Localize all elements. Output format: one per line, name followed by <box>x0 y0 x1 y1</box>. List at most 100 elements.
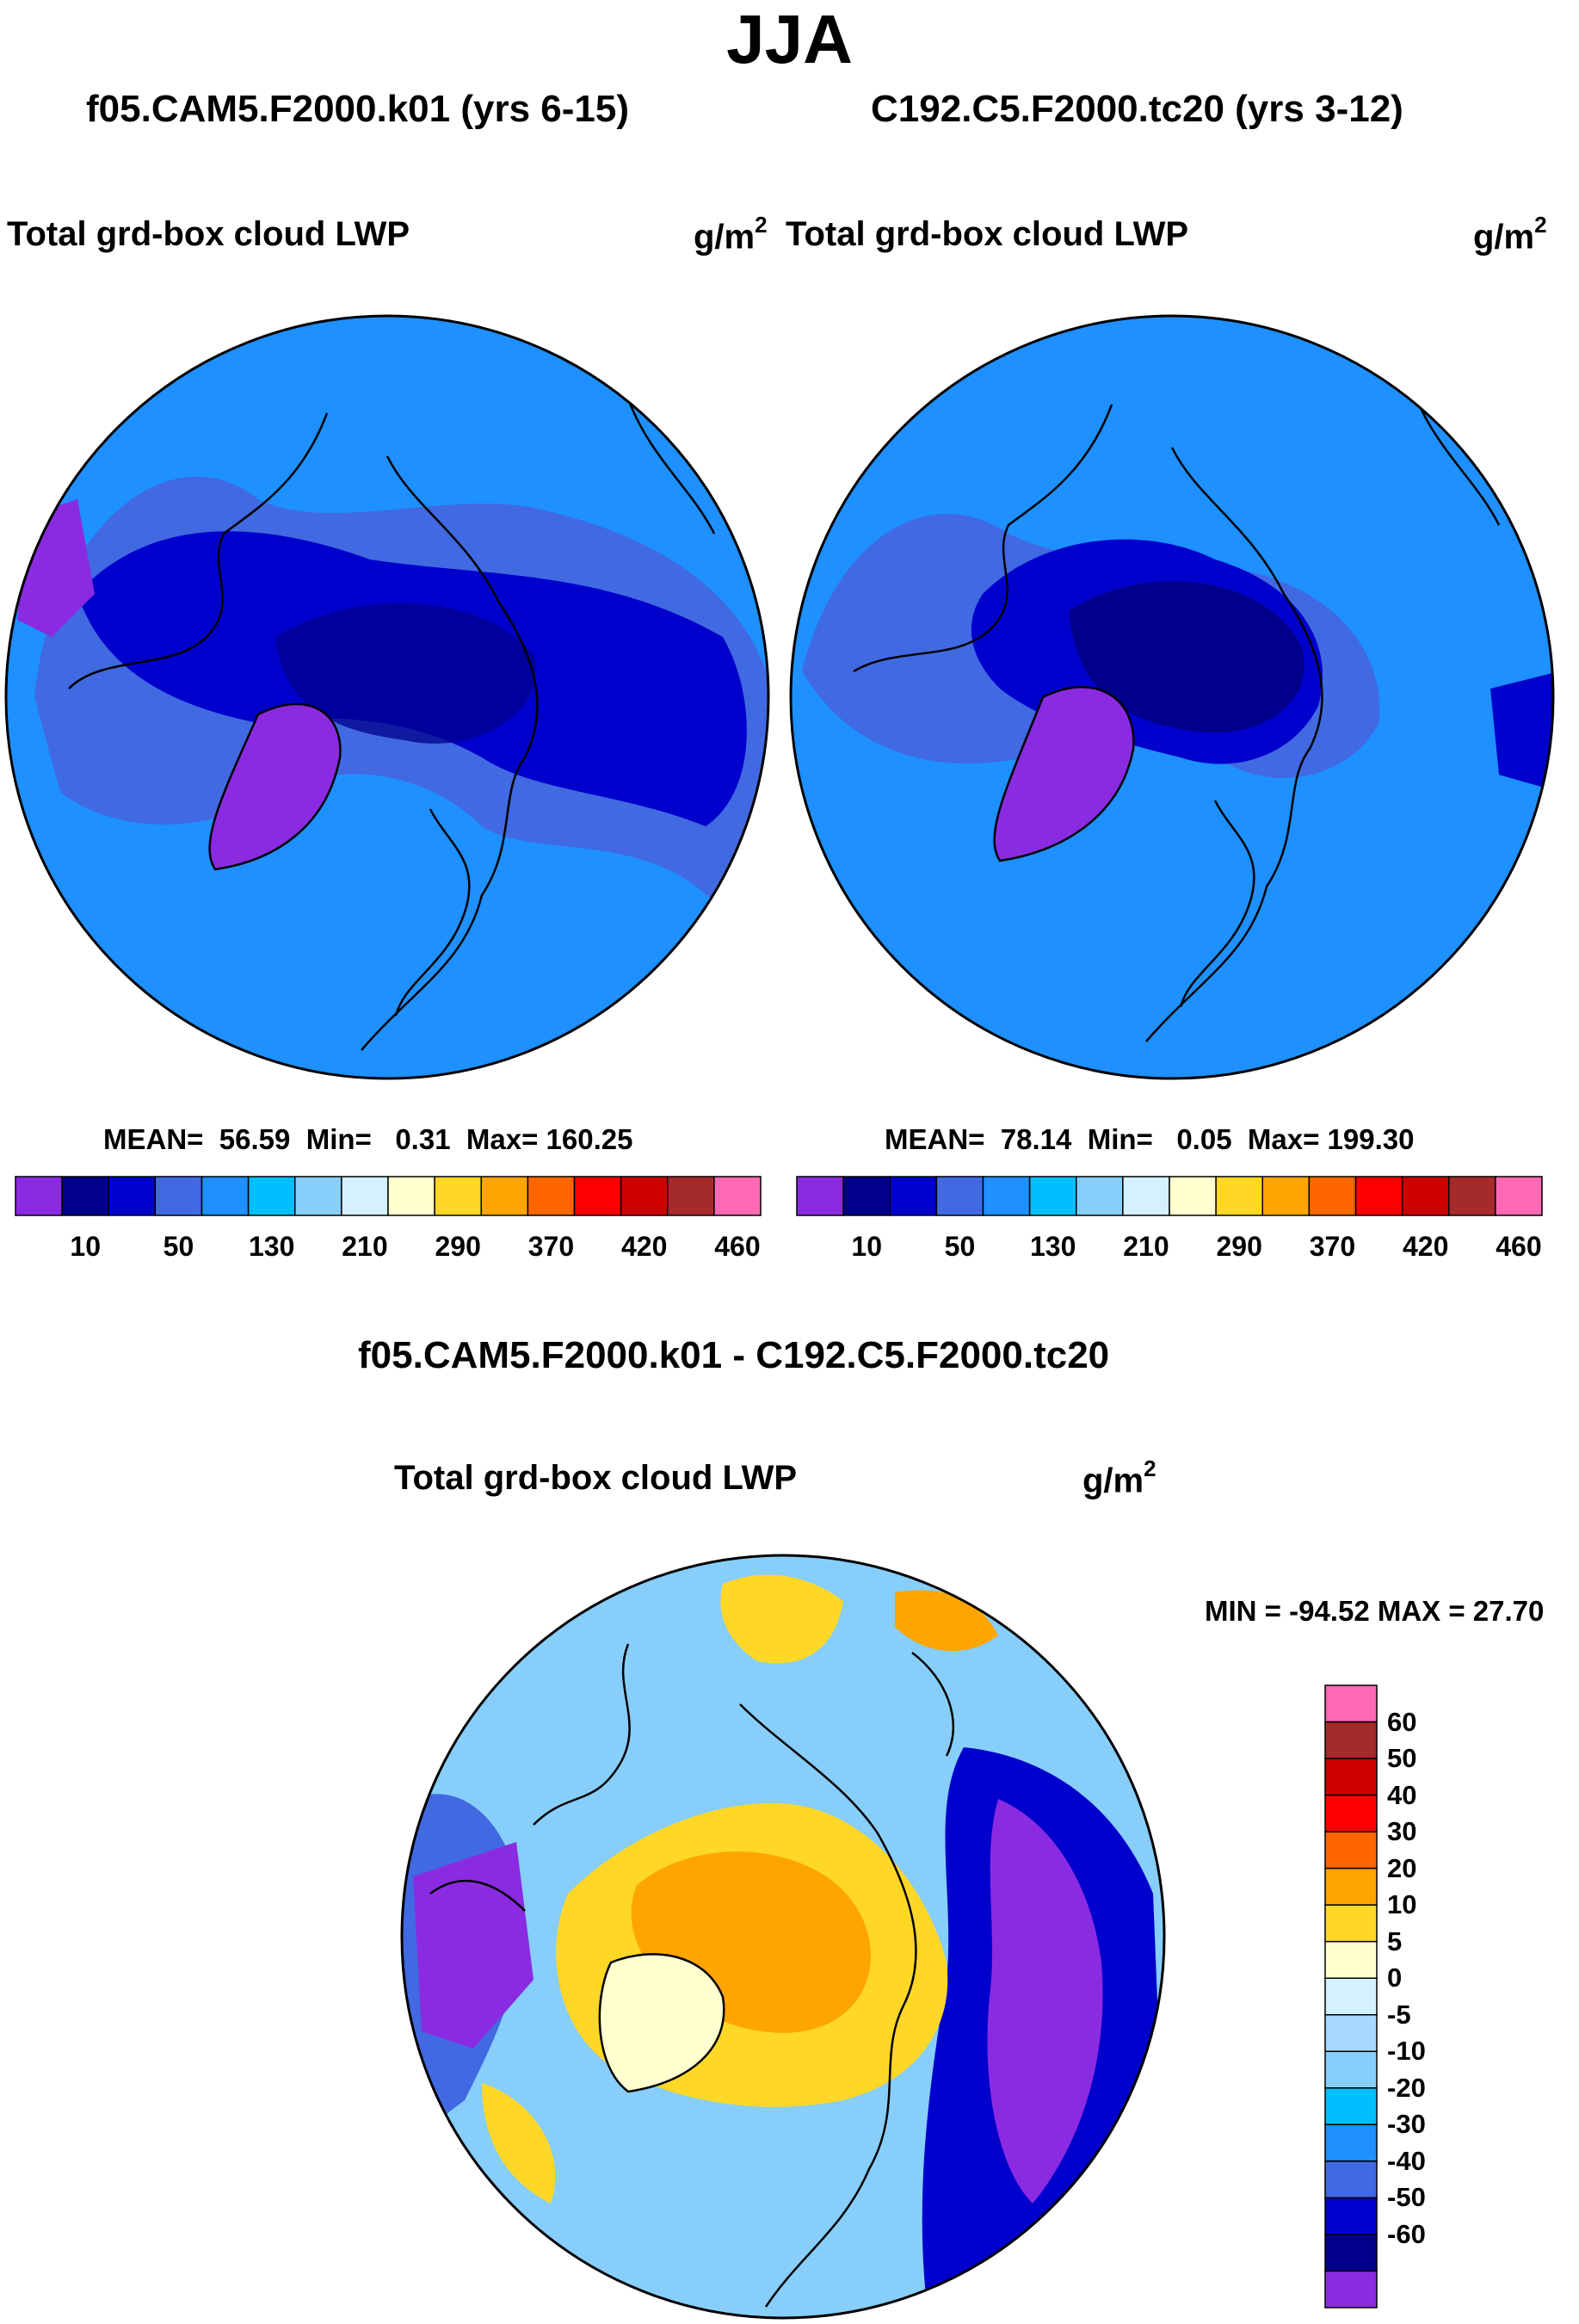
panel2-colorbar-box-7 <box>1122 1176 1170 1216</box>
panel1-field-greenland <box>209 704 341 869</box>
panel1-colorbar-box-1 <box>61 1176 109 1216</box>
panel1-max: 160.25 <box>546 1123 633 1155</box>
panel1-field-core <box>275 603 537 744</box>
panel1-colorbar-tick-label: 10 <box>70 1231 101 1262</box>
panel2-polar-map <box>789 314 1555 1080</box>
panel2-colorbar-box-15 <box>1495 1176 1543 1216</box>
panel3-polar-map <box>400 1554 1166 2320</box>
panel1-colorbar-box-2 <box>108 1176 157 1216</box>
panel2-colorbar-box-10 <box>1261 1176 1311 1216</box>
panel2-colorbar-box-4 <box>982 1176 1031 1216</box>
panel1-colorbar-box-5 <box>247 1176 296 1216</box>
panel2-field-core <box>1069 581 1305 733</box>
panel1-colorbar-box-11 <box>527 1176 576 1216</box>
panel1-mean: 56.59 <box>219 1123 291 1155</box>
panel2-colorbar-tick-label: 130 <box>1029 1231 1076 1262</box>
panel3-coastlines <box>429 1643 954 2308</box>
panel3-colorbar-box-16 <box>1324 2270 1378 2309</box>
panel3-colorbar-tick-label: -40 <box>1387 2145 1426 2176</box>
panel1-units: g/m2 <box>694 212 768 257</box>
page-title: JJA <box>726 1 853 77</box>
panel2-min: 0.05 <box>1176 1123 1232 1155</box>
panel1-colorbar-tick-label: 130 <box>248 1231 295 1262</box>
panel2-colorbar-box-11 <box>1308 1176 1357 1216</box>
panel1-colorbar-box-9 <box>434 1176 482 1216</box>
panel2-colorbar-box-1 <box>842 1176 891 1216</box>
panel3-colorbar-tick-label: 40 <box>1387 1779 1417 1810</box>
panel1-colorbar-tick-label: 210 <box>342 1231 388 1262</box>
panel1-colorbar-box-10 <box>480 1176 529 1216</box>
panel2-colorbar-ticks: 10 50 130 210 290 370 420 460 <box>797 1231 1542 1265</box>
panel3-colorbar-box-13 <box>1324 2160 1378 2199</box>
panel2-mean: 78.14 <box>1000 1123 1072 1155</box>
panel3-colorbar-box-9 <box>1324 2014 1378 2053</box>
panel3-field-east-purple <box>987 1799 1103 2203</box>
panel2-max: 199.30 <box>1327 1123 1415 1155</box>
panel1-variable-title: Total grd-box cloud LWP <box>7 215 410 253</box>
panel3-colorbar-tick-label: 60 <box>1387 1706 1417 1737</box>
panel2-colorbar-box-2 <box>889 1176 938 1216</box>
panel1-colorbar-box-6 <box>294 1176 342 1216</box>
panel2-colorbar-tick-label: 10 <box>851 1231 882 1262</box>
panel3-colorbar-tick-label: 10 <box>1387 1889 1417 1920</box>
panel1-colorbar-box-0 <box>15 1176 63 1216</box>
panel3-colorbar-box-11 <box>1324 2087 1378 2126</box>
panel2-field-east <box>1490 671 1553 792</box>
panel1-colorbar-tick-label: 290 <box>435 1231 481 1262</box>
panel3-units: g/m2 <box>1082 1456 1156 1500</box>
panel3-map-border <box>400 1554 1166 2320</box>
panel2-colorbar-box-13 <box>1401 1176 1450 1216</box>
panel3-colorbar-tick-label: -20 <box>1387 2072 1426 2103</box>
panel1-map-border <box>4 314 770 1080</box>
panel2-variable-title: Total grd-box cloud LWP <box>786 215 1189 253</box>
panel2-colorbar <box>796 1176 1543 1216</box>
panel3-colorbar <box>1324 1684 1378 2309</box>
panel3-colorbar-tick-label: 50 <box>1387 1743 1417 1774</box>
panel1-colorbar-box-8 <box>387 1176 435 1216</box>
panel3-subtitle: f05.CAM5.F2000.k01 - C192.C5.F2000.tc20 <box>358 1334 1110 1376</box>
panel3-colorbar-box-12 <box>1324 2123 1378 2162</box>
panel3-colorbar-tick-label: -30 <box>1387 2109 1426 2140</box>
panel3-colorbar-box-5 <box>1324 1867 1378 1906</box>
panel3-colorbar-box-1 <box>1324 1721 1378 1759</box>
panel1-stats: MEAN= 56.59 Min= 0.31 Max= 160.25 <box>103 1123 633 1155</box>
panel3-colorbar-tick-label: 30 <box>1387 1816 1417 1847</box>
panel3-colorbar-box-3 <box>1324 1794 1378 1833</box>
panel3-colorbar-box-14 <box>1324 2197 1378 2235</box>
panel2-subtitle: C192.C5.F2000.tc20 (yrs 3-12) <box>871 88 1403 130</box>
panel3-colorbar-box-10 <box>1324 2050 1378 2089</box>
panel3-colorbar-box-15 <box>1324 2234 1378 2272</box>
panel3-colorbar-box-0 <box>1324 1684 1378 1723</box>
panel2-colorbar-tick-label: 420 <box>1402 1231 1449 1262</box>
panel2-colorbar-box-8 <box>1169 1176 1217 1216</box>
panel1-colorbar-tick-label: 420 <box>620 1231 668 1262</box>
panel2-field-greenland <box>994 687 1134 861</box>
panel1-colorbar-box-12 <box>573 1176 622 1216</box>
panel1-coastlines <box>68 369 716 1051</box>
panel2-stats: MEAN= 78.14 Min= 0.05 Max= 199.30 <box>885 1123 1415 1155</box>
panel1-subtitle: f05.CAM5.F2000.k01 (yrs 6-15) <box>86 88 629 130</box>
panel3-colorbar-box-7 <box>1324 1940 1378 1979</box>
panel1-colorbar-box-13 <box>620 1176 669 1216</box>
panel2-colorbar-box-12 <box>1354 1176 1403 1216</box>
panel3-variable-title: Total grd-box cloud LWP <box>394 1459 798 1497</box>
panel1-colorbar-box-14 <box>667 1176 715 1216</box>
panel2-colorbar-tick-label: 210 <box>1123 1231 1169 1262</box>
panel3-colorbar-box-6 <box>1324 1904 1378 1943</box>
panel1-colorbar-tick-label: 460 <box>714 1231 761 1262</box>
panel3-colorbar-tick-label: -60 <box>1387 2218 1426 2249</box>
panel1-colorbar-tick-label: 370 <box>527 1231 575 1262</box>
panel3-colorbar-tick-label: 0 <box>1387 1962 1403 1993</box>
panel1-colorbar-box-3 <box>154 1176 203 1216</box>
panel2-units: g/m2 <box>1473 212 1547 257</box>
panel3-field-sw-yellow <box>482 2083 556 2203</box>
panel3-field-greenland <box>599 1954 725 2092</box>
panel2-colorbar-tick-label: 50 <box>944 1231 976 1262</box>
panel3-colorbar-tick-label: 5 <box>1387 1925 1403 1956</box>
panel3-field-top-yellow <box>720 1574 843 1664</box>
panel1-min: 0.31 <box>395 1123 451 1155</box>
panel3-colorbar-tick-label: -10 <box>1387 2036 1426 2067</box>
panel2-colorbar-tick-label: 460 <box>1496 1231 1542 1262</box>
panel1-colorbar <box>15 1176 762 1216</box>
panel3-colorbar-box-8 <box>1324 1977 1378 2016</box>
